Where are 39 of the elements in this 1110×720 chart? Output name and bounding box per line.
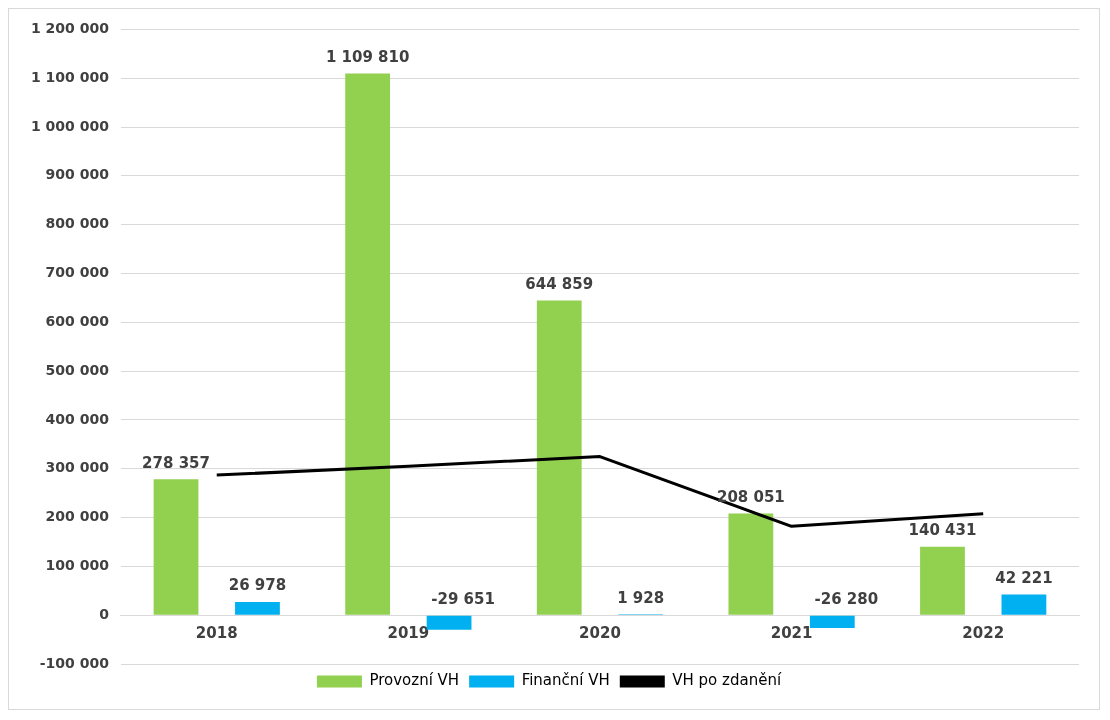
y-tick-label: 100 000 [45,557,110,574]
data-label: 644 859 [525,274,594,293]
data-label: 1 109 810 [325,47,410,66]
y-tick-label: 500 000 [45,361,110,378]
data-label: 278 357 [142,453,210,472]
y-tick-label: 1 200 000 [31,20,110,37]
legend-label: VH po zdanění [672,671,782,690]
bar [153,479,199,615]
y-tick-label: 800 000 [45,215,110,232]
bar [1001,594,1047,615]
y-tick-label: 1 000 000 [31,117,110,134]
data-label: 140 431 [908,521,977,540]
legend-label: Provozní VH [369,671,460,690]
x-tick-label: 2018 [195,624,238,643]
y-tick-label: 200 000 [45,508,110,525]
data-label: 208 051 [716,488,785,507]
data-label: 42 221 [995,568,1053,587]
data-label: -26 280 [814,589,879,608]
x-tick-label: 2022 [962,624,1005,643]
y-tick-label: 900 000 [45,166,110,183]
bar [920,546,965,615]
bar [536,300,582,615]
x-tick-label: 2021 [770,624,813,643]
legend-label: Finanční VH [521,671,610,690]
y-tick-label: 300 000 [45,459,110,476]
y-tick-label: 700 000 [45,264,110,281]
bar [345,73,391,615]
y-tick-label: 1 100 000 [31,68,110,85]
y-tick-label: 400 000 [45,410,110,427]
bar [728,513,774,615]
data-label: -29 651 [431,589,495,608]
x-tick-label: 2019 [387,624,430,643]
data-label: 1 928 [617,588,665,607]
data-label: 26 978 [228,576,287,595]
bar [235,602,280,615]
x-tick-label: 2020 [579,624,621,643]
y-tick-label: -100 000 [39,654,110,671]
y-tick-label: 600 000 [45,312,110,329]
y-tick-label: 0 [99,605,110,622]
